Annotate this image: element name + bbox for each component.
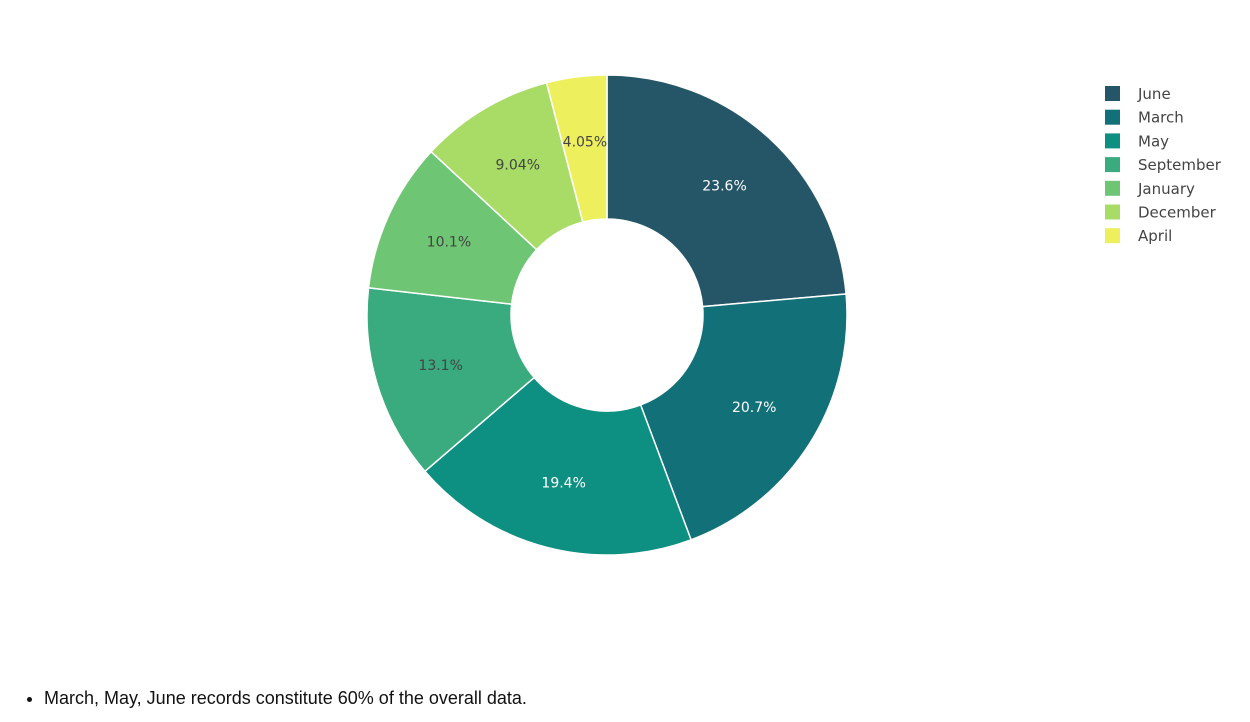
slice-label-june: 23.6% <box>702 179 746 195</box>
slice-label-april: 4.05% <box>563 134 607 150</box>
legend-item-march[interactable]: March <box>1105 109 1184 127</box>
legend-item-april[interactable]: April <box>1105 227 1172 245</box>
legend-item-december[interactable]: December <box>1105 204 1217 222</box>
legend-label: March <box>1138 109 1184 127</box>
legend-swatch <box>1105 133 1120 149</box>
legend-label: June <box>1137 85 1171 103</box>
legend-swatch <box>1105 157 1120 173</box>
legend-swatch <box>1105 86 1120 101</box>
notes-list: March, May, June records constitute 60% … <box>0 684 527 712</box>
legend-label: January <box>1137 180 1195 198</box>
legend-swatch <box>1105 228 1120 244</box>
slice-label-march: 20.7% <box>732 400 776 416</box>
slice-september[interactable] <box>366 286 536 473</box>
slice-labels-group: 23.6% 20.7% 19.4% 13.1% 10.1% 9.04% 4.05% <box>418 134 776 491</box>
slice-label-september: 13.1% <box>418 358 462 374</box>
legend-swatch <box>1105 109 1120 125</box>
legend-label: December <box>1138 204 1217 222</box>
note-item: March, May, June records constitute 60% … <box>44 684 527 712</box>
legend-swatch <box>1105 204 1120 220</box>
donut-chart: 23.6% 20.7% 19.4% 13.1% 10.1% 9.04% 4.05% June… <box>366 74 1222 556</box>
legend-label: May <box>1138 132 1169 150</box>
legend-item-january[interactable]: January <box>1105 180 1195 198</box>
legend-label: September <box>1138 156 1222 174</box>
legend: June March May September January December Apri… <box>1105 85 1222 245</box>
legend-item-september[interactable]: September <box>1105 156 1222 174</box>
legend-swatch <box>1105 180 1120 196</box>
slice-label-december: 9.04% <box>496 158 540 174</box>
slice-label-may: 19.4% <box>541 476 585 492</box>
slice-may[interactable] <box>423 376 693 556</box>
legend-label: April <box>1138 227 1172 245</box>
legend-item-june[interactable]: June <box>1105 85 1171 103</box>
slice-label-january: 10.1% <box>427 234 471 250</box>
slice-march[interactable] <box>639 293 848 541</box>
legend-item-may[interactable]: May <box>1105 132 1169 150</box>
slices-group <box>366 74 848 556</box>
slice-april[interactable] <box>545 74 608 224</box>
slice-june[interactable] <box>606 74 847 308</box>
